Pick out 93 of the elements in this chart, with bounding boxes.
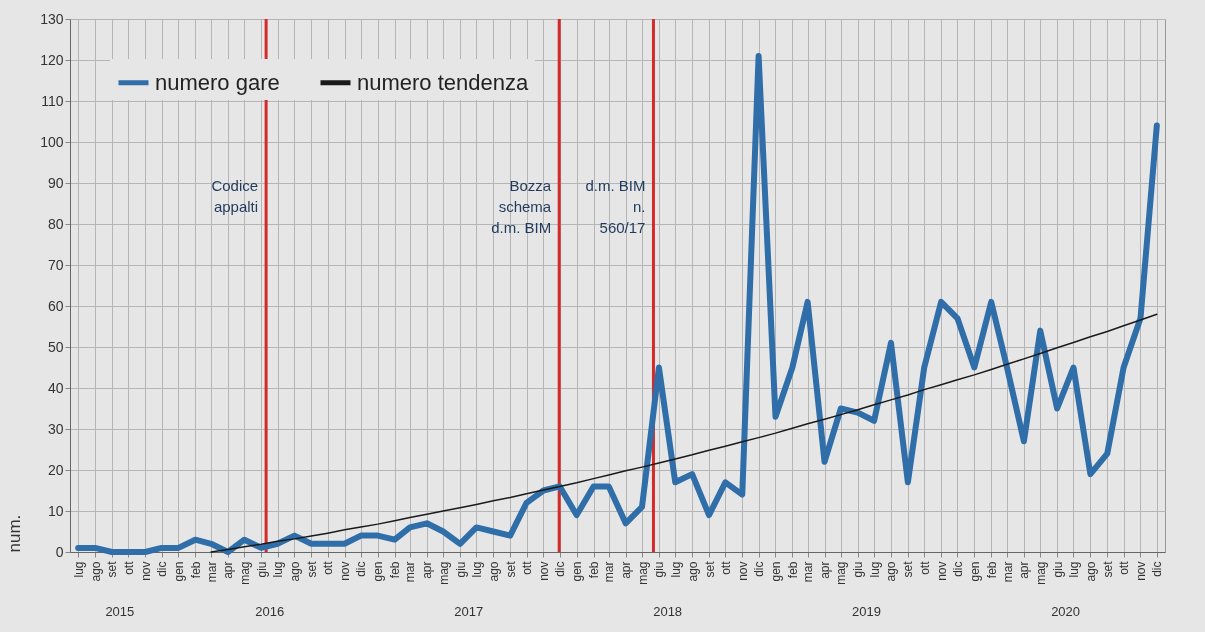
x-tick-label: ott (520, 560, 535, 575)
x-tick-label: giu (1050, 561, 1065, 578)
y-tick-label: 0 (55, 543, 64, 560)
x-tick-label: giu (851, 561, 866, 578)
y-tick-label: 20 (47, 461, 64, 478)
x-tick-label: lug (469, 561, 484, 578)
x-tick-label: nov (934, 561, 949, 581)
x-tick-label: mag (834, 561, 849, 585)
x-tick-label: feb (785, 561, 800, 579)
x-tick-label: mar (1000, 561, 1015, 583)
ref-line-label: d.m. BIM n. 560/17 (585, 177, 646, 236)
x-tick-label: gen (371, 561, 386, 582)
x-tick-label: giu (453, 561, 468, 578)
x-tick-label: apr (221, 561, 236, 579)
y-tick-label: 10 (47, 502, 64, 519)
x-tick-label: giu (652, 561, 667, 578)
x-tick-label: ago (1083, 561, 1098, 582)
x-tick-label: apr (818, 561, 833, 579)
ref-line-label: Bozza schema d.m. BIM (491, 177, 552, 236)
x-tick-label: lug (71, 561, 86, 578)
text: 2016 (255, 604, 285, 619)
x-tick-label: dic (1150, 561, 1165, 577)
x-tick-label: mag (635, 561, 650, 585)
x-tick-label: apr (1017, 561, 1032, 579)
text: 2015 (105, 604, 135, 619)
x-tick-label: feb (587, 561, 602, 579)
y-tick-label: 130 (40, 10, 64, 27)
x-tick-label: set (304, 560, 319, 578)
x-tick-label: apr (619, 561, 634, 579)
x-tick-label: mar (204, 561, 219, 583)
x-tick-label: nov (735, 561, 750, 581)
y-tick-label: 100 (40, 133, 64, 150)
y-tick-label: 70 (47, 256, 64, 273)
x-tick-label: nov (536, 561, 551, 581)
x-tick-label: set (503, 560, 518, 578)
x-tick-label: ott (917, 560, 932, 575)
y-tick-label: 80 (47, 215, 64, 232)
y-tick-label: 30 (47, 420, 64, 437)
x-tick-label: dic (553, 561, 568, 577)
ref-line-label: Codice appalti (211, 177, 259, 215)
x-tick-label: dic (752, 561, 767, 577)
y-tick-label: 60 (47, 297, 64, 314)
text: 2017 (454, 604, 484, 619)
x-tick-label: mag (1033, 561, 1048, 585)
legend-label: numero gare (155, 69, 280, 95)
text: 2019 (852, 604, 881, 619)
x-tick-label: feb (388, 561, 403, 579)
x-tick-label: lug (867, 561, 882, 578)
x-tick-label: nov (338, 561, 353, 581)
x-tick-label: gen (171, 561, 186, 582)
x-tick-label: ott (121, 560, 136, 575)
x-tick-label: mar (602, 561, 617, 583)
y-axis-title: num. (5, 514, 25, 553)
x-tick-label: mar (801, 561, 816, 583)
x-tick-label: ago (88, 561, 103, 582)
x-tick-label: dic (354, 561, 369, 577)
x-tick-label: ott (718, 560, 733, 575)
x-tick-label: feb (188, 561, 203, 579)
x-tick-label: set (1100, 560, 1115, 578)
y-tick-label: 40 (47, 379, 64, 396)
x-tick-label: feb (984, 561, 999, 579)
legend-label: numero tendenza (357, 69, 529, 95)
x-tick-label: dic (155, 561, 170, 577)
x-tick-label: mag (436, 561, 451, 585)
x-tick-label: gen (570, 561, 585, 582)
y-tick-label: 50 (47, 338, 64, 355)
text: 2020 (1051, 604, 1081, 619)
x-tick-label: nov (138, 561, 153, 581)
x-tick-label: mar (403, 561, 418, 583)
x-tick-label: ago (685, 561, 700, 582)
x-tick-label: gen (768, 561, 783, 582)
x-tick-label: dic (950, 561, 965, 577)
x-tick-label: ott (1117, 560, 1132, 575)
x-tick-label: set (901, 560, 916, 578)
x-tick-label: giu (254, 561, 269, 578)
x-tick-label: lug (668, 561, 683, 578)
x-tick-label: lug (1066, 561, 1081, 578)
x-tick-label: mag (237, 561, 252, 585)
y-tick-label: 90 (47, 174, 64, 191)
x-tick-label: lug (271, 561, 286, 578)
y-tick-label: 120 (40, 51, 64, 68)
y-tick-label: 110 (41, 92, 64, 109)
line-series (210, 313, 1158, 553)
x-tick-label: set (702, 560, 717, 578)
x-tick-label: ago (884, 561, 899, 582)
x-tick-label: ago (486, 561, 501, 582)
text: 2018 (653, 604, 683, 619)
x-tick-label: ott (321, 560, 336, 575)
x-tick-label: gen (967, 561, 982, 582)
x-tick-label: apr (420, 561, 435, 579)
x-tick-label: set (105, 560, 120, 578)
x-tick-label: nov (1133, 561, 1148, 581)
x-tick-label: ago (287, 561, 302, 582)
